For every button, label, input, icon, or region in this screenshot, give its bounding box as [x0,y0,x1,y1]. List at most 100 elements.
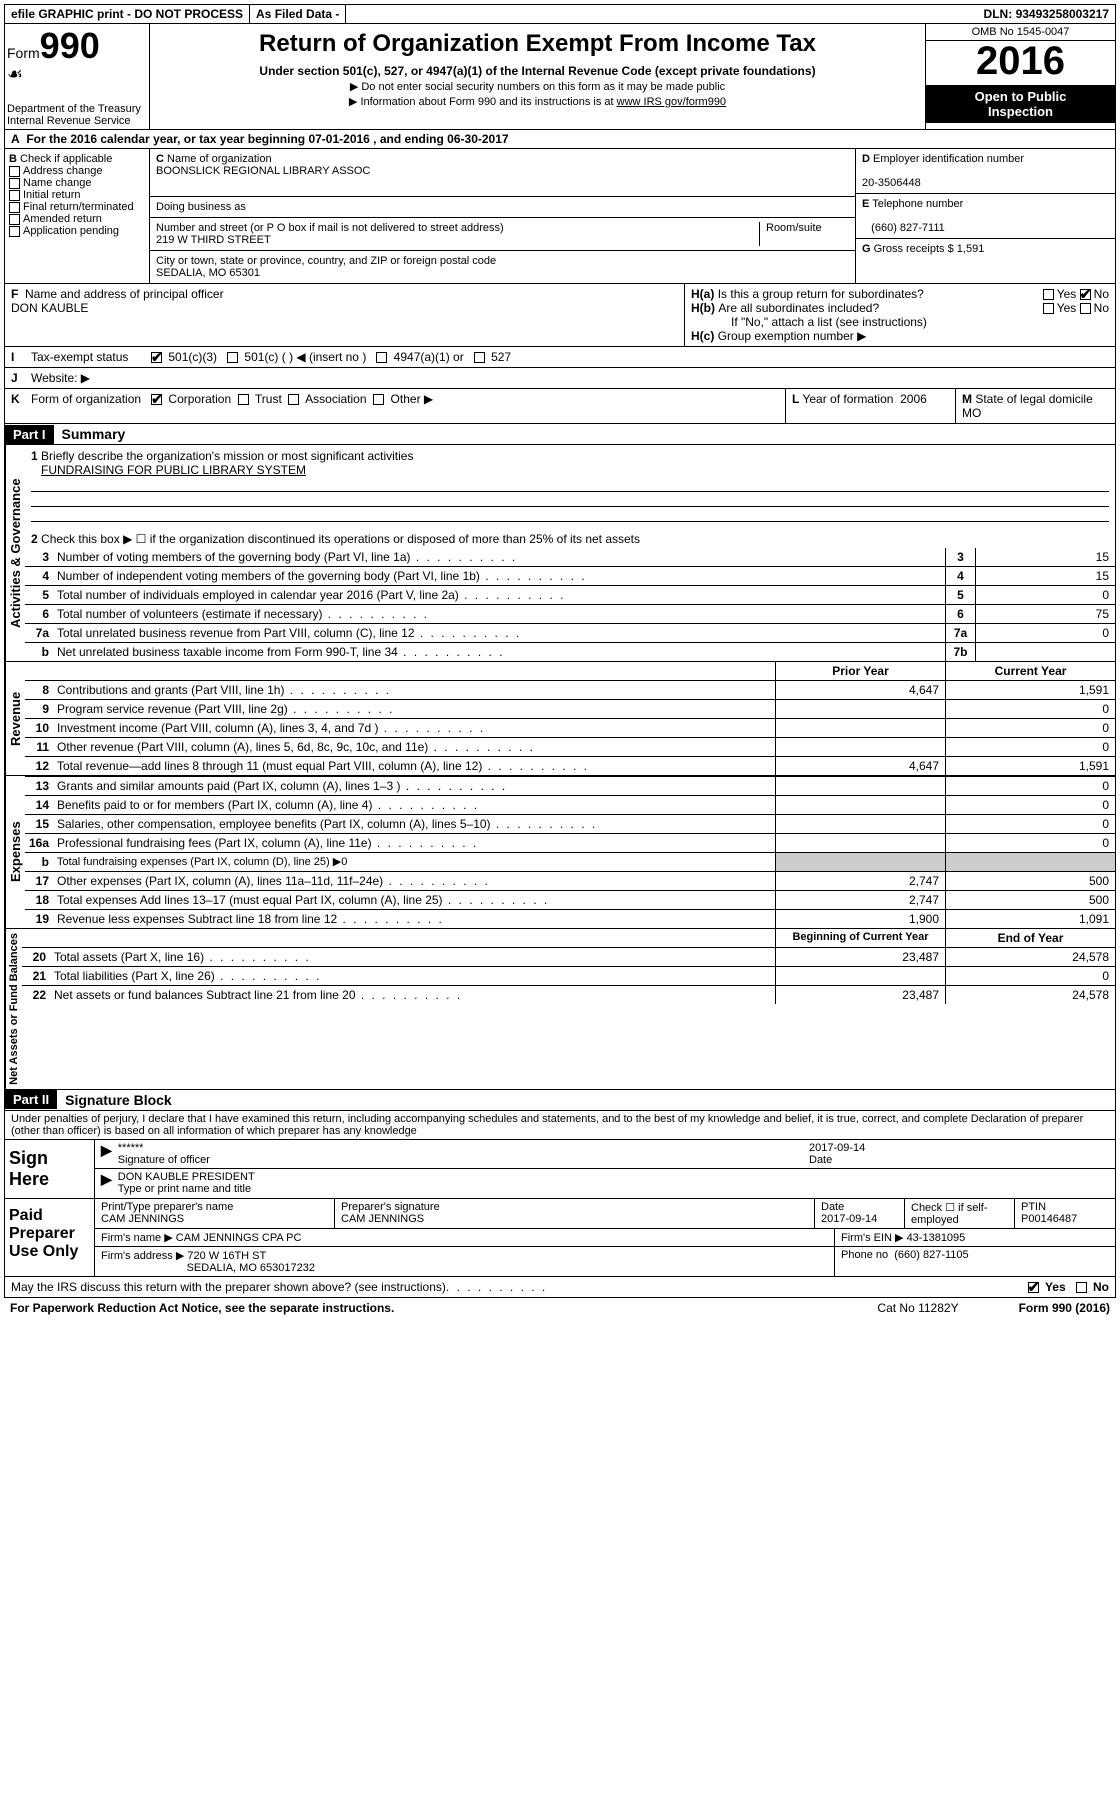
summary-line: b Net unrelated business taxable income … [25,642,1115,661]
summary-line: 3 Number of voting members of the govern… [25,548,1115,566]
header-center: Return of Organization Exempt From Incom… [150,24,925,129]
summary-line: 4 Number of independent voting members o… [25,566,1115,585]
chk-hb-no[interactable] [1080,303,1091,314]
sign-here-label: Sign Here [5,1140,95,1198]
note-ssn: ▶ Do not enter social security numbers o… [158,80,917,93]
discuss-row: May the IRS discuss this return with the… [4,1277,1116,1298]
chk-other[interactable] [373,394,384,405]
chk-ha-yes[interactable] [1043,289,1054,300]
form-header: Form990 ☙ Department of the Treasury Int… [4,24,1116,130]
chk-501c[interactable] [227,352,238,363]
form-number: Form990 [7,28,143,64]
box-c: C Name of organization BOONSLICK REGIONA… [150,149,855,283]
row-klm: K Form of organization Corporation Trust… [4,389,1116,424]
firm-name: CAM JENNINGS CPA PC [176,1232,302,1244]
chk-hb-yes[interactable] [1043,303,1054,314]
ptin: P00146487 [1021,1213,1077,1225]
dept-treasury: Department of the Treasury [7,103,143,115]
perjury-statement: Under penalties of perjury, I declare th… [4,1111,1116,1140]
chk-4947[interactable] [376,352,387,363]
summary-rev: Revenue Prior Year Current Year 8 Contri… [4,662,1116,776]
firm-ein: 43-1381095 [907,1232,966,1244]
top-bar: efile GRAPHIC print - DO NOT PROCESS As … [4,4,1116,24]
summary-line: 18 Total expenses Add lines 13–17 (must … [25,890,1115,909]
open-to-public: Open to Public Inspection [926,85,1115,123]
summary-line: 7a Total unrelated business revenue from… [25,623,1115,642]
chk-discuss-no[interactable] [1076,1282,1087,1293]
chk-pending[interactable] [9,226,20,237]
summary-line: 5 Total number of individuals employed i… [25,585,1115,604]
chk-ha-no[interactable] [1080,289,1091,300]
preparer-sig: CAM JENNINGS [341,1213,424,1225]
summary-line: 14 Benefits paid to or for members (Part… [25,795,1115,814]
summary-line: 11 Other revenue (Part VIII, column (A),… [25,737,1115,756]
preparer-date: 2017-09-14 [821,1213,877,1225]
form-title: Return of Organization Exempt From Incom… [158,30,917,58]
tax-year: 2016 [926,41,1115,85]
summary-na: Net Assets or Fund Balances Beginning of… [4,929,1116,1090]
sig-arrow-icon: ▶ [101,1142,112,1166]
form-subtitle: Under section 501(c), 527, or 4947(a)(1)… [158,64,917,78]
chk-501c3[interactable] [151,352,162,363]
vlabel-rev: Revenue [5,662,25,775]
sig-arrow-icon: ▶ [101,1171,112,1195]
chk-name[interactable] [9,178,20,189]
chk-corp[interactable] [151,394,162,405]
summary-line: 17 Other expenses (Part IX, column (A), … [25,871,1115,890]
officer-name: DON KAUBLE [11,301,88,315]
preparer-name: CAM JENNINGS [101,1213,184,1225]
vlabel-exp: Expenses [5,776,25,928]
summary-line: 9 Program service revenue (Part VIII, li… [25,699,1115,718]
year-formation: 2006 [900,392,927,406]
chk-trust[interactable] [238,394,249,405]
sig-date: 2017-09-14 [809,1142,865,1154]
vlabel-ag: Activities & Governance [5,445,25,661]
summary-line: 22 Net assets or fund balances Subtract … [22,985,1115,1004]
chk-527[interactable] [474,352,485,363]
gross-receipts: 1,591 [957,243,985,255]
org-address: 219 W THIRD STREET [156,234,271,246]
chk-amended[interactable] [9,214,20,225]
sig-officer-label: Signature of officer [118,1154,210,1166]
row-j: J Website: ▶ [4,368,1116,389]
col-current-year: Current Year [945,662,1115,680]
firm-phone: (660) 827-1105 [894,1249,968,1261]
box-b: B Check if applicable Address change Nam… [5,149,150,283]
paid-preparer-label: Paid Preparer Use Only [5,1199,95,1276]
summary-line: 15 Salaries, other compensation, employe… [25,814,1115,833]
col-end-year: End of Year [945,929,1115,947]
efile-label: efile GRAPHIC print - DO NOT PROCESS [5,5,250,23]
summary-line: b Total fundraising expenses (Part IX, c… [25,852,1115,871]
cat-no: Cat No 11282Y [877,1301,958,1315]
chk-final[interactable] [9,202,20,213]
chk-address[interactable] [9,166,20,177]
box-deg: D Employer identification number 20-3506… [855,149,1115,283]
chk-initial[interactable] [9,190,20,201]
col-prior-year: Prior Year [775,662,945,680]
org-city: SEDALIA, MO 65301 [156,267,260,279]
summary-line: 19 Revenue less expenses Subtract line 1… [25,909,1115,928]
self-employed-check: Check ☐ if self-employed [905,1199,1015,1228]
phone: (660) 827-7111 [871,222,945,234]
chk-assoc[interactable] [288,394,299,405]
row-a: A For the 2016 calendar year, or tax yea… [4,130,1116,149]
dba-label: Doing business as [156,201,246,213]
mission: FUNDRAISING FOR PUBLIC LIBRARY SYSTEM [41,463,306,477]
note-info: ▶ Information about Form 990 and its ins… [158,95,917,108]
chk-discuss-yes[interactable] [1028,1282,1039,1293]
irs-link[interactable]: www IRS gov/form990 [617,96,726,108]
col-begin-year: Beginning of Current Year [775,929,945,947]
summary-line: 12 Total revenue—add lines 8 through 11 … [25,756,1115,775]
summary-line: 10 Investment income (Part VIII, column … [25,718,1115,737]
part-ii-header: Part II Signature Block [4,1090,1116,1111]
summary-line: 6 Total number of volunteers (estimate i… [25,604,1115,623]
officer-print-name: DON KAUBLE PRESIDENT [118,1171,255,1183]
ein: 20-3506448 [862,177,921,189]
summary-line: 8 Contributions and grants (Part VIII, l… [25,680,1115,699]
dept-irs: Internal Revenue Service [7,115,143,127]
state-domicile: MO [962,406,981,420]
asfiled-label: As Filed Data - [250,5,346,23]
part-i-header: Part I Summary [4,424,1116,445]
org-name: BOONSLICK REGIONAL LIBRARY ASSOC [156,165,370,177]
summary-line: 13 Grants and similar amounts paid (Part… [25,776,1115,795]
